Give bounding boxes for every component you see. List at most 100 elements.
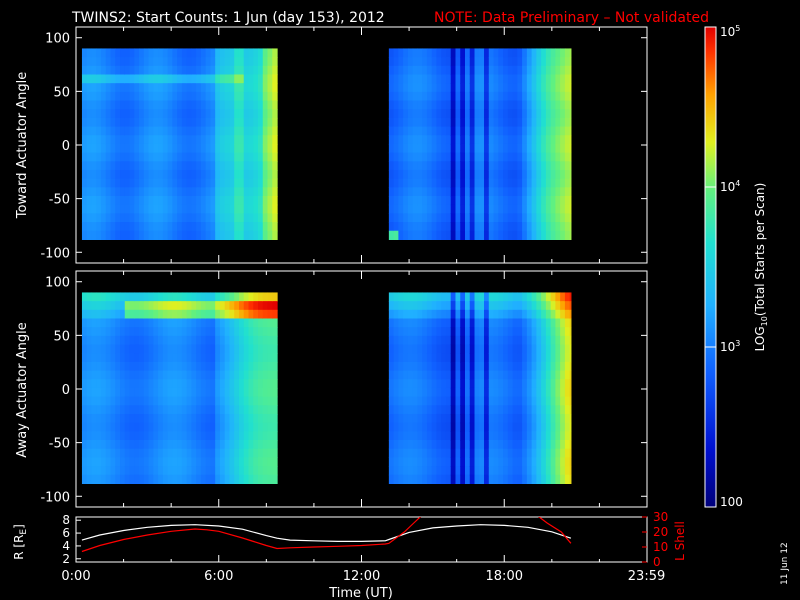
heatmap-cell bbox=[129, 83, 135, 93]
heatmap-cell bbox=[407, 91, 414, 102]
heatmap-cell bbox=[234, 396, 240, 406]
time-tick-label: 23:59 bbox=[628, 569, 665, 584]
heatmap-cell bbox=[267, 169, 273, 180]
heatmap-cell bbox=[474, 213, 480, 223]
heatmap-cell bbox=[200, 431, 207, 441]
heatmap-cell bbox=[545, 117, 552, 128]
heatmap-cell bbox=[196, 396, 202, 406]
heatmap-cell bbox=[148, 152, 154, 162]
heatmap-cell bbox=[219, 143, 226, 154]
heatmap-cell bbox=[115, 135, 121, 145]
heatmap-cell bbox=[262, 344, 269, 354]
heatmap-cell bbox=[181, 169, 188, 180]
heatmap-cell bbox=[469, 100, 476, 110]
y-tick-label: -100 bbox=[40, 490, 70, 505]
heatmap-cell bbox=[550, 440, 556, 450]
heatmap-cell bbox=[110, 169, 116, 180]
heatmap-cell bbox=[569, 48, 572, 58]
heatmap-cell bbox=[550, 213, 556, 223]
heatmap-cell bbox=[407, 413, 414, 424]
heatmap-cell bbox=[417, 474, 423, 484]
heatmap-cell bbox=[488, 457, 495, 467]
colorbar-label-post: (Total Starts per Scan) bbox=[753, 183, 767, 317]
heatmap-cell bbox=[445, 301, 452, 311]
heatmap-cell bbox=[172, 318, 178, 328]
heatmap-cell bbox=[148, 318, 154, 328]
heatmap-cell bbox=[550, 318, 556, 328]
heatmap-cell bbox=[129, 74, 135, 84]
heatmap-cell bbox=[224, 135, 231, 145]
heatmap-cell bbox=[219, 135, 226, 145]
heatmap-cell bbox=[105, 135, 112, 145]
heatmap-cell bbox=[445, 440, 452, 450]
heatmap-cell bbox=[555, 57, 561, 67]
heatmap-cell bbox=[526, 318, 533, 328]
heatmap-cell bbox=[464, 353, 471, 363]
heatmap-cell bbox=[177, 361, 183, 372]
heatmap-cell bbox=[488, 126, 495, 136]
heatmap-cell bbox=[234, 466, 240, 476]
heatmap-cell bbox=[229, 309, 235, 320]
heatmap-cell bbox=[200, 361, 207, 372]
heatmap-cell bbox=[474, 387, 480, 398]
heatmap-cell bbox=[105, 57, 112, 67]
heatmap-cell bbox=[124, 178, 131, 188]
heatmap-cell bbox=[248, 135, 254, 145]
heatmap-cell bbox=[81, 109, 88, 119]
heatmap-cell bbox=[196, 379, 202, 389]
heatmap-cell bbox=[507, 422, 514, 432]
heatmap-cell bbox=[210, 109, 216, 119]
heatmap-cell bbox=[398, 422, 404, 432]
heatmap-cell bbox=[450, 204, 457, 214]
heatmap-cell bbox=[479, 83, 485, 93]
heatmap-cell bbox=[96, 230, 102, 240]
heatmap-cell bbox=[422, 370, 428, 380]
heatmap-cell bbox=[186, 178, 192, 188]
heatmap-cell bbox=[398, 405, 404, 415]
heatmap-cell bbox=[238, 83, 245, 93]
heatmap-cell bbox=[522, 422, 528, 432]
heatmap-cell bbox=[564, 292, 571, 302]
heatmap-cell bbox=[105, 48, 112, 58]
heatmap-cell bbox=[81, 440, 88, 450]
heatmap-cell bbox=[234, 91, 240, 102]
heatmap-cell bbox=[388, 292, 395, 302]
heatmap-cell bbox=[469, 91, 476, 102]
heatmap-cell bbox=[455, 422, 461, 432]
heatmap-cell bbox=[474, 379, 480, 389]
heatmap-cell bbox=[445, 83, 452, 93]
heatmap-cell bbox=[238, 91, 245, 102]
heatmap-cell bbox=[412, 126, 419, 136]
heatmap-cell bbox=[555, 448, 561, 458]
heatmap-cell bbox=[512, 387, 518, 398]
heatmap-cell bbox=[531, 413, 537, 424]
heatmap-cell bbox=[258, 344, 264, 354]
heatmap-cell bbox=[545, 109, 552, 119]
heatmap-cell bbox=[120, 126, 126, 136]
heatmap-cell bbox=[143, 143, 150, 154]
heatmap-cell bbox=[493, 292, 499, 302]
heatmap-cell bbox=[219, 152, 226, 162]
heatmap-cell bbox=[450, 387, 457, 398]
heatmap-cell bbox=[129, 301, 135, 311]
heatmap-cell bbox=[177, 309, 183, 320]
heatmap-cell bbox=[120, 178, 126, 188]
heatmap-cell bbox=[96, 143, 102, 154]
time-tick-label: 12:00 bbox=[343, 569, 380, 584]
heatmap-cell bbox=[560, 204, 566, 214]
heatmap-cell bbox=[210, 361, 216, 372]
heatmap-cell bbox=[536, 143, 542, 154]
heatmap-cell bbox=[441, 379, 447, 389]
heatmap-cell bbox=[167, 466, 173, 476]
heatmap-cell bbox=[172, 440, 178, 450]
heatmap-cell bbox=[210, 48, 216, 58]
heatmap-cell bbox=[460, 292, 466, 302]
heatmap-cell bbox=[388, 152, 395, 162]
heatmap-cell bbox=[393, 335, 399, 346]
heatmap-cell bbox=[398, 448, 404, 458]
heatmap-cell bbox=[536, 361, 542, 372]
heatmap-cell bbox=[536, 292, 542, 302]
heatmap-cell bbox=[512, 48, 518, 58]
heatmap-cell bbox=[445, 361, 452, 372]
heatmap-cell bbox=[105, 91, 112, 102]
